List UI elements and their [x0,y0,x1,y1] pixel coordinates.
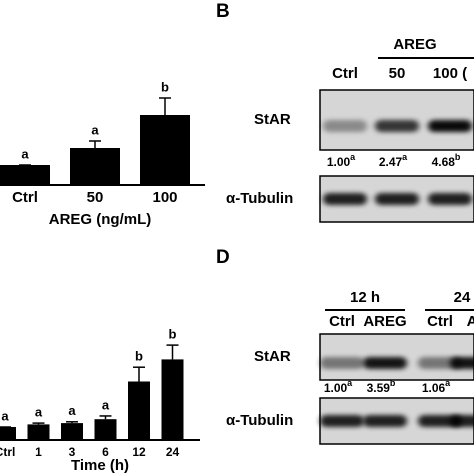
quant-value: 1.06 [422,381,446,395]
bar [61,423,83,440]
panel-letter: B [216,1,230,22]
lane-label: 50 [389,65,406,82]
significance-letter: a [91,122,99,137]
panel-letter: D [216,247,230,268]
quantification: 2.47a [379,152,408,169]
x-tick-label: Ctrl [12,189,38,206]
lane-label: Ctrl [332,65,358,82]
lane-label: 100 ( [433,65,467,82]
blot-band [428,120,472,132]
lane-label: Ctrl [427,313,453,330]
group-label: 12 h [350,289,380,306]
x-tick-label: 50 [87,189,104,206]
quant-value: 4.68 [432,155,456,169]
significance-letter: a [21,146,29,161]
quant-value: 2.47 [379,155,403,169]
row-label: StAR [254,348,291,365]
quant-sig: a [402,152,408,162]
quantification: 4.68b [432,152,461,169]
significance-letter: a [35,405,43,420]
group-label: 24 [454,289,471,306]
x-tick-label: 24 [166,445,180,459]
x-tick-label: 12 [132,445,146,459]
x-tick-label: Ctrl [0,445,15,459]
row-label: α-Tubulin [226,412,293,429]
x-tick-label: 100 [152,189,177,206]
lane-label: Ctrl [329,313,355,330]
blot-band [363,357,407,369]
bar [140,115,190,185]
blot-band [450,415,474,427]
quantification: 3.59b [367,378,396,395]
x-axis-label: AREG (ng/mL) [49,211,152,228]
significance-letter: b [135,349,143,364]
bar [70,148,120,185]
row-label: StAR [254,111,291,128]
quant-sig: b [455,152,461,162]
blot-band [320,357,364,369]
blot-band [363,415,407,427]
significance-letter: b [161,79,169,94]
quant-sig: b [390,378,396,388]
bar [27,424,50,440]
bar [0,165,50,185]
quantification: 1.06a [422,378,451,395]
quantification: 1.00a [327,152,356,169]
quant-sig: a [350,152,356,162]
bar [94,419,117,440]
row-label: α-Tubulin [226,190,293,207]
lane-label: AREG [363,313,406,330]
quant-sig: a [445,378,451,388]
lane-label: A [467,313,474,330]
group-label: AREG [393,36,436,53]
blot-band [375,120,419,132]
x-tick-label: 1 [35,445,42,459]
significance-letter: b [169,327,177,342]
blot-band [320,415,364,427]
blot-band [428,193,472,205]
x-tick-label: 3 [69,445,76,459]
blot-band [450,357,474,369]
bar [0,427,16,440]
significance-letter: a [1,408,9,423]
blot-band [375,193,419,205]
quant-sig: a [347,378,353,388]
quant-value: 3.59 [367,381,391,395]
significance-letter: a [68,403,76,418]
quantification: 1.00a [324,378,353,395]
x-tick-label: 6 [102,445,109,459]
quant-value: 1.00 [327,155,351,169]
bar [128,381,150,440]
bar [161,359,184,440]
quant-value: 1.00 [324,381,348,395]
significance-letter: a [102,397,110,412]
blot-band [323,193,367,205]
x-axis-label: Time (h) [71,457,129,474]
blot-band [323,120,367,132]
